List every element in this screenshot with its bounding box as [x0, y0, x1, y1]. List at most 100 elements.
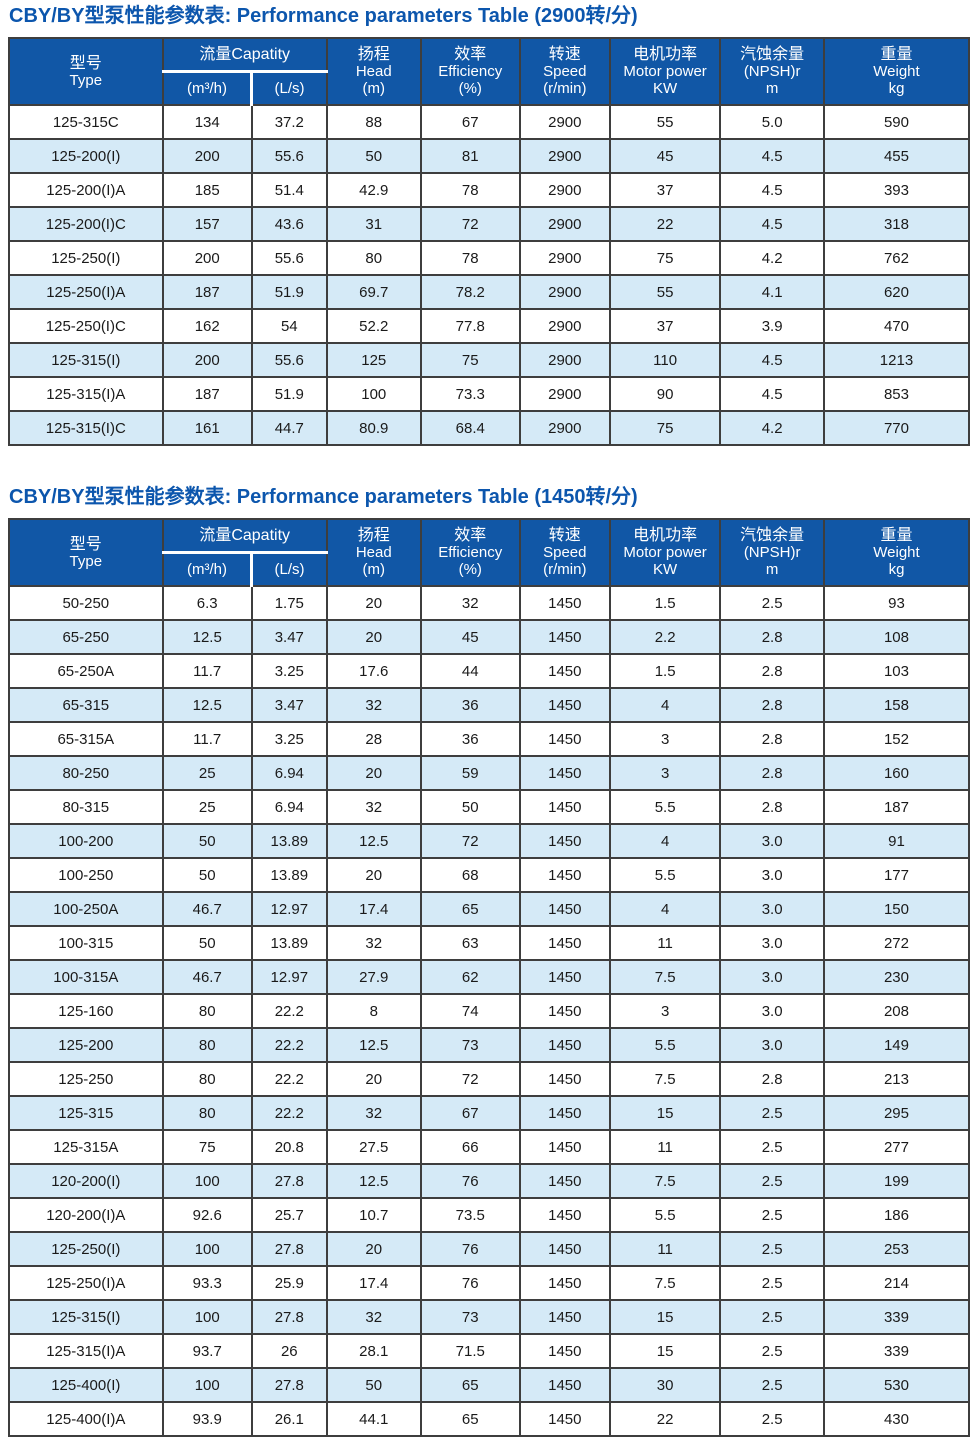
- value-cell: 32: [325, 1299, 422, 1335]
- pump-type-cell: 125-315A: [8, 1129, 164, 1165]
- value-cell: 32: [419, 585, 521, 621]
- header-line-en: (NPSH)r: [743, 63, 801, 80]
- header-line-zh: 效率: [454, 527, 487, 544]
- value-cell: 620: [822, 274, 971, 310]
- value-cell: 2900: [518, 138, 611, 174]
- value-cell: 37: [608, 308, 722, 344]
- col-header-ls: (L/s): [250, 550, 328, 587]
- value-cell: 75: [608, 240, 722, 276]
- table-row: 80-315 25 6.94 32 50 1450 5.5 2.8 187: [8, 789, 971, 825]
- value-cell: 25.9: [250, 1265, 328, 1301]
- value-cell: 7.5: [608, 959, 722, 995]
- pump-type-cell: 125-250(I)A: [8, 1265, 164, 1301]
- table-header: 型号 Type 流量Capatity 扬程 Head (m) 效率 Effici…: [8, 37, 971, 106]
- col-header-weight: 重量 Weight kg: [822, 37, 971, 106]
- value-cell: 5.5: [608, 789, 722, 825]
- table-row: 125-200(I) 200 55.6 50 81 2900 45 4.5 455: [8, 138, 971, 174]
- value-cell: 77.8: [419, 308, 521, 344]
- value-cell: 7.5: [608, 1061, 722, 1097]
- header-line-en: Type: [69, 552, 103, 570]
- table-row: 125-250 80 22.2 20 72 1450 7.5 2.8 213: [8, 1061, 971, 1097]
- value-cell: 20: [325, 1231, 422, 1267]
- value-cell: 853: [822, 376, 971, 412]
- value-cell: 1450: [518, 653, 611, 689]
- value-cell: 54: [250, 308, 328, 344]
- value-cell: 31: [325, 206, 422, 242]
- value-cell: 20: [325, 755, 422, 791]
- value-cell: 32: [325, 789, 422, 825]
- value-cell: 15: [608, 1299, 722, 1335]
- value-cell: 1450: [518, 1129, 611, 1165]
- pump-type-cell: 120-200(I): [8, 1163, 164, 1199]
- value-cell: 75: [608, 410, 722, 446]
- pump-type-cell: 100-315A: [8, 959, 164, 995]
- table-row: 100-315 50 13.89 32 63 1450 11 3.0 272: [8, 925, 971, 961]
- header-line-zh: 重量: [880, 46, 913, 63]
- header-line-unit: (%): [458, 80, 482, 97]
- value-cell: 20: [325, 1061, 422, 1097]
- value-cell: 100: [161, 1163, 253, 1199]
- table-row: 80-250 25 6.94 20 59 1450 3 2.8 160: [8, 755, 971, 791]
- header-line-en: (NPSH)r: [743, 544, 801, 561]
- value-cell: 22.2: [250, 993, 328, 1029]
- value-cell: 68.4: [419, 410, 521, 446]
- value-cell: 2.5: [719, 1333, 825, 1369]
- value-cell: 1450: [518, 1095, 611, 1131]
- value-cell: 3.0: [719, 857, 825, 893]
- value-cell: 2900: [518, 206, 611, 242]
- value-cell: 17.4: [325, 891, 422, 927]
- value-cell: 50: [161, 823, 253, 859]
- value-cell: 2900: [518, 308, 611, 344]
- value-cell: 3.25: [250, 653, 328, 689]
- value-cell: 55.6: [250, 240, 328, 276]
- value-cell: 80: [161, 993, 253, 1029]
- value-cell: 1213: [822, 342, 971, 378]
- value-cell: 37: [608, 172, 722, 208]
- value-cell: 10.7: [325, 1197, 422, 1233]
- value-cell: 12.5: [325, 1163, 422, 1199]
- value-cell: 51.4: [250, 172, 328, 208]
- value-cell: 45: [419, 619, 521, 655]
- value-cell: 2.8: [719, 789, 825, 825]
- table-row: 65-315 12.5 3.47 32 36 1450 4 2.8 158: [8, 687, 971, 723]
- value-cell: 12.5: [325, 823, 422, 859]
- table-row: 125-400(I) 100 27.8 50 65 1450 30 2.5 530: [8, 1367, 971, 1403]
- pump-type-cell: 125-250(I)C: [8, 308, 164, 344]
- value-cell: 2.5: [719, 1299, 825, 1335]
- value-cell: 1450: [518, 1299, 611, 1335]
- value-cell: 81: [419, 138, 521, 174]
- pump-type-cell: 65-250A: [8, 653, 164, 689]
- value-cell: 25.7: [250, 1197, 328, 1233]
- value-cell: 770: [822, 410, 971, 446]
- value-cell: 26: [250, 1333, 328, 1369]
- value-cell: 28: [325, 721, 422, 757]
- header-line-unit: (r/min): [543, 80, 587, 97]
- value-cell: 2.8: [719, 687, 825, 723]
- table-row: 125-315 80 22.2 32 67 1450 15 2.5 295: [8, 1095, 971, 1131]
- value-cell: 25: [161, 755, 253, 791]
- pump-type-cell: 125-315(I)A: [8, 376, 164, 412]
- table-row: 100-200 50 13.89 12.5 72 1450 4 3.0 91: [8, 823, 971, 859]
- value-cell: 186: [822, 1197, 971, 1233]
- value-cell: 1.75: [250, 585, 328, 621]
- header-line-zh: 扬程: [357, 46, 390, 63]
- value-cell: 73: [419, 1299, 521, 1335]
- table-row: 125-250(I)A 187 51.9 69.7 78.2 2900 55 4.1 620: [8, 274, 971, 310]
- value-cell: 2.8: [719, 653, 825, 689]
- pump-type-cell: 125-160: [8, 993, 164, 1029]
- value-cell: 430: [822, 1401, 971, 1437]
- table-row: 100-315A 46.7 12.97 27.9 62 1450 7.5 3.0 230: [8, 959, 971, 995]
- header-line-unit: (m): [362, 80, 386, 97]
- header-line-unit: m: [765, 561, 779, 578]
- value-cell: 2.2: [608, 619, 722, 655]
- value-cell: 1450: [518, 1027, 611, 1063]
- value-cell: 50: [161, 925, 253, 961]
- value-cell: 100: [161, 1367, 253, 1403]
- col-header-head: 扬程 Head (m): [325, 518, 422, 587]
- value-cell: 12.5: [325, 1027, 422, 1063]
- value-cell: 393: [822, 172, 971, 208]
- value-cell: 4: [608, 687, 722, 723]
- pump-type-cell: 65-315A: [8, 721, 164, 757]
- table-row: 125-400(I)A 93.9 26.1 44.1 65 1450 22 2.5 430: [8, 1401, 971, 1437]
- value-cell: 15: [608, 1333, 722, 1369]
